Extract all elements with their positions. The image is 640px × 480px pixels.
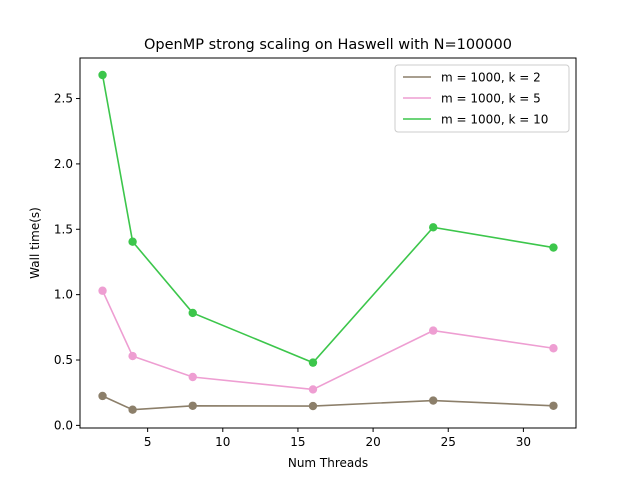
series-3-point <box>128 237 137 246</box>
series-2-point <box>429 326 438 335</box>
plot-area: 5 10 15 20 25 30 0.0 0.5 1.0 1.5 2.0 2.5 <box>54 57 577 449</box>
series-3-point <box>308 358 318 367</box>
y-tick-label: 1.5 <box>54 222 73 236</box>
axes-frame <box>79 57 577 429</box>
series-1-point <box>188 401 197 410</box>
legend: m = 1000, k = 2 m = 1000, k = 5 m = 1000, … <box>394 64 570 133</box>
y-tick-label: 0.5 <box>54 353 73 367</box>
y-axis-label: Wall time(s) <box>28 207 42 279</box>
legend-label-3: m = 1000, k = 10 <box>441 113 548 127</box>
x-tick-label: 20 <box>365 435 380 449</box>
y-tick-label: 2.0 <box>54 157 73 171</box>
chart-title: OpenMP strong scaling on Haswell with N=… <box>144 37 512 53</box>
x-tick-label: 25 <box>441 435 456 449</box>
series-2-point <box>128 351 137 361</box>
series-3-point <box>188 308 197 318</box>
series-line-3 <box>101 74 554 364</box>
y-tick-label: 1.0 <box>54 288 73 302</box>
series-1-point <box>308 401 318 411</box>
series-2-point <box>188 372 197 382</box>
y-tick-label: 2.5 <box>54 92 73 106</box>
x-tick-label: 15 <box>290 435 305 449</box>
series-2-point <box>308 385 318 394</box>
legend-label-1: m = 1000, k = 2 <box>441 71 541 85</box>
series-3-point <box>549 243 558 252</box>
series-line-1 <box>102 395 554 411</box>
legend-label-2: m = 1000, k = 5 <box>441 92 541 106</box>
y-tick-label: 0.0 <box>54 418 73 432</box>
series-1-point <box>128 405 137 414</box>
series-3-point <box>98 70 107 80</box>
series-1-point <box>98 391 107 401</box>
x-tick-label: 5 <box>144 435 152 449</box>
x-axis-label: Num Threads <box>288 456 368 470</box>
legend-box <box>394 64 570 133</box>
series-1-point <box>429 396 438 405</box>
series-3-point <box>429 223 438 232</box>
series-line-2 <box>101 290 554 391</box>
series-2-point <box>549 344 558 353</box>
x-tick-label: 30 <box>516 435 531 449</box>
series-2-point <box>98 286 107 295</box>
x-tick-label: 10 <box>215 435 230 449</box>
series-1-point <box>549 401 558 410</box>
